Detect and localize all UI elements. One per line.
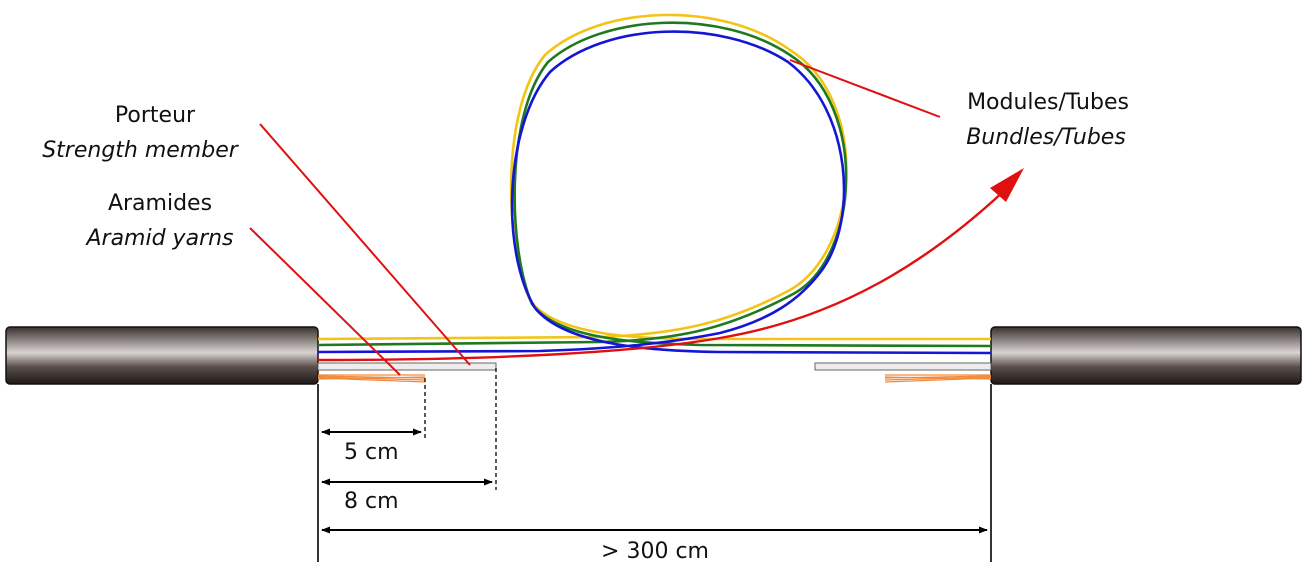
aramid-yarns-label: Aramid yarns <box>84 226 233 251</box>
modules-label: Modules/Tubes <box>967 90 1129 115</box>
green-tube <box>317 21 992 348</box>
blue-tube <box>317 30 992 355</box>
aramides-leader-line <box>249 227 401 376</box>
exit-arrow-head <box>990 168 1024 202</box>
strength-member-length-label: 8 cm <box>344 489 399 514</box>
strength-member-label: Strength member <box>42 138 240 163</box>
aramides-label: Aramides <box>108 191 212 216</box>
left-strength-member <box>317 362 497 371</box>
porteur-label: Porteur <box>115 103 196 128</box>
left-cable-jacket <box>5 326 319 385</box>
yellow-tube <box>317 13 991 341</box>
modules-leader-line <box>789 59 941 118</box>
total-length-label: > 300 cm <box>601 539 709 562</box>
right-aramid-yarns <box>884 374 992 383</box>
exit-direction-arrow <box>317 189 1006 362</box>
right-cable-jacket <box>990 326 1302 385</box>
right-strength-member <box>814 362 992 371</box>
aramid-length-label: 5 cm <box>344 440 399 465</box>
left-aramid-yarns <box>317 374 426 383</box>
porteur-leader-line <box>259 123 471 366</box>
bundles-label: Bundles/Tubes <box>966 125 1126 150</box>
